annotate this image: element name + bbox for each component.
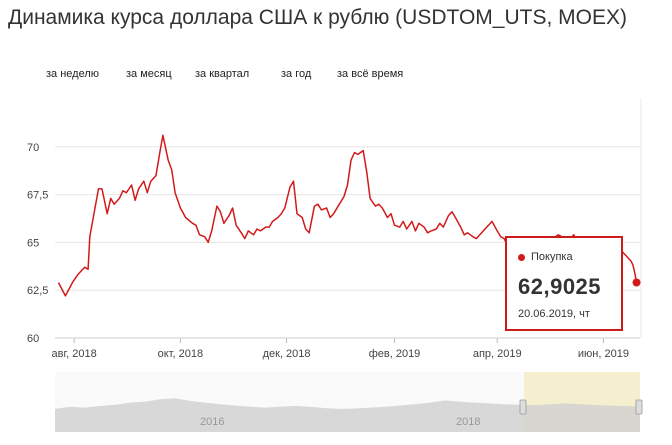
navigator-area — [55, 398, 640, 432]
x-tick-label: авг, 2018 — [52, 348, 97, 360]
last-point-marker[interactable] — [632, 278, 641, 287]
navigator[interactable]: 2016 2018 — [55, 372, 643, 432]
y-tick-label: 60 — [27, 333, 39, 345]
navigator-year-label: 2018 — [456, 416, 480, 428]
period-month-button[interactable]: за месяц — [126, 68, 172, 80]
tooltip-date: 20.06.2019, чт — [518, 308, 590, 320]
x-tick-label: дек, 2018 — [263, 348, 311, 360]
tooltip-series-dot — [518, 254, 525, 261]
x-tick-label: июн, 2019 — [578, 348, 629, 360]
period-quarter-button[interactable]: за квартал — [195, 68, 250, 80]
period-week-button[interactable]: за неделю — [46, 68, 100, 80]
x-axis-ticks: авг, 2018 окт, 2018 дек, 2018 фев, 2019 апр,… — [52, 338, 629, 360]
x-tick-label: апр, 2019 — [473, 348, 522, 360]
navigator-right-handle[interactable] — [635, 399, 643, 415]
y-tick-label: 65 — [27, 237, 39, 249]
tooltip: Покупка 62,9025 20.06.2019, чт — [505, 236, 623, 331]
y-tick-label: 62,5 — [27, 285, 48, 297]
tooltip-label: Покупка — [531, 251, 573, 263]
period-year-button[interactable]: за год — [281, 68, 312, 80]
y-tick-label: 70 — [27, 142, 39, 154]
tooltip-value: 62,9025 — [518, 274, 602, 299]
period-all-time-button[interactable]: за всё время — [337, 68, 404, 80]
navigator-left-handle[interactable] — [519, 399, 527, 415]
y-axis-ticks: 60 62,5 65 67,5 70 — [27, 142, 48, 345]
x-tick-label: фев, 2019 — [369, 348, 421, 360]
x-tick-label: окт, 2018 — [158, 348, 203, 360]
navigator-year-label: 2016 — [200, 416, 224, 428]
chart-title: Динамика курса доллара США к рублю (USDT… — [8, 6, 627, 29]
y-tick-label: 67,5 — [27, 190, 48, 202]
